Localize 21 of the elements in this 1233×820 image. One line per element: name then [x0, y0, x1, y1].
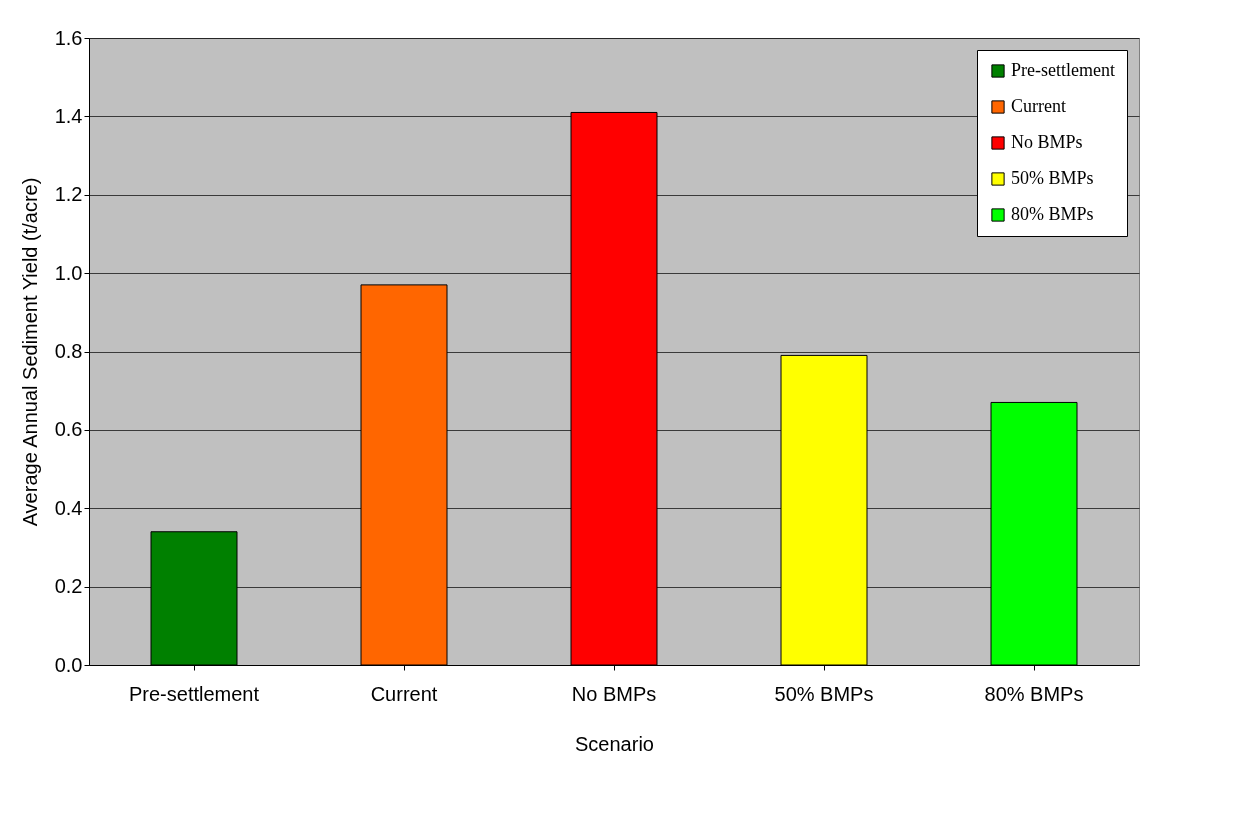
y-tick-label: 1.6	[54, 26, 83, 49]
x-tick-label: Current	[370, 682, 438, 705]
x-axis-title: Scenario	[575, 732, 654, 755]
legend-label: No BMPs	[1011, 132, 1083, 152]
y-tick-label: 0.6	[54, 418, 83, 441]
legend-label: 50% BMPs	[1011, 168, 1094, 188]
x-tick-label: No BMPs	[571, 682, 657, 705]
legend-label: 80% BMPs	[1011, 204, 1094, 224]
y-tick-label: 0.4	[54, 496, 83, 519]
legend-label: Pre-settlement	[1011, 60, 1115, 80]
y-tick-label: 0.2	[54, 575, 83, 598]
y-axis-title: Average Annual Sediment Yield (t/acre)	[18, 177, 41, 527]
y-tick-label: 1.0	[54, 261, 83, 284]
y-tick-label: 0.8	[54, 340, 83, 362]
y-tick-label: 1.2	[54, 183, 83, 206]
y-tick-label: 1.4	[54, 104, 83, 127]
legend-label: Current	[1011, 96, 1066, 116]
y-tick-label: 0.0	[54, 653, 83, 676]
x-tick-label: 50% BMPs	[774, 682, 874, 705]
x-tick-label: Pre-settlement	[128, 682, 260, 705]
x-tick-label: 80% BMPs	[984, 682, 1084, 705]
